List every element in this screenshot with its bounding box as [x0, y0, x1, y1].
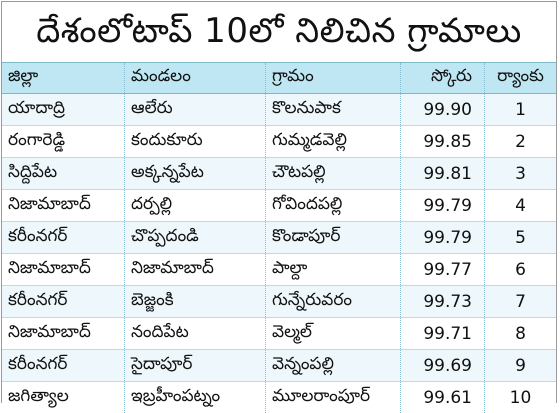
table-row: కరీంనగర్ సైదాపూర్ వెన్నంపల్లి 99.69 9: [2, 350, 556, 382]
rank-cell: 4: [515, 195, 526, 216]
page-title: దేశంలోటాప్ 10లో నిలిచిన గ్రామాలు: [2, 2, 556, 62]
score-cell: 99.61: [401, 382, 485, 413]
district-cell: రంగారెడ్డి: [2, 126, 125, 157]
rank-cell: 5: [515, 227, 526, 248]
mandal-cell: అక్కన్నపేట: [125, 158, 266, 189]
village-cell: పాల్దా: [266, 254, 401, 285]
mandal-cell: బెజ్జంకి: [125, 286, 266, 317]
village-cell: వెల్మల్: [266, 318, 401, 349]
district-cell: కరీంనగర్: [2, 350, 125, 381]
district-cell: యాదాద్రి: [2, 94, 125, 125]
mandal-cell: కందుకూరు: [125, 126, 266, 157]
table-row: రంగారెడ్డి కందుకూరు గుమ్మడవెల్లి 99.85 2: [2, 126, 556, 158]
rank-cell: 9: [515, 355, 526, 376]
mandal-cell: నిజామాబాద్: [125, 254, 266, 285]
table-row: యాదాద్రి ఆలేరు కొలనుపాక 99.90 1: [2, 94, 556, 126]
mandal-cell: చొప్పదండి: [125, 222, 266, 253]
village-cell: మూలరాంపూర్: [266, 382, 401, 413]
mandal-cell: ఇబ్రహీంపట్నం: [125, 382, 266, 413]
score-cell: 99.79: [401, 190, 485, 221]
district-cell: కరీంనగర్: [2, 286, 125, 317]
table-row: జగిత్యాల ఇబ్రహీంపట్నం మూలరాంపూర్ 99.61 1…: [2, 382, 556, 413]
village-cell: గుమ్మడవెల్లి: [266, 126, 401, 157]
rank-cell: 10: [509, 387, 532, 408]
score-cell: 99.73: [401, 286, 485, 317]
village-cell: కొండాపూర్: [266, 222, 401, 253]
table-row: నిజామాబాద్ దర్పల్లి గోవిందపల్లి 99.79 4: [2, 190, 556, 222]
score-cell: 99.81: [401, 158, 485, 189]
table-row: సిద్దిపేట అక్కన్నపేట చౌటపల్లి 99.81 3: [2, 158, 556, 190]
district-cell: సిద్దిపేట: [2, 158, 125, 189]
district-cell: నిజామాబాద్: [2, 254, 125, 285]
mandal-cell: ఆలేరు: [125, 94, 266, 125]
village-cell: కొలనుపాక: [266, 94, 401, 125]
table-row: కరీంనగర్ బెజ్జంకి గున్నేరువరం 99.73 7: [2, 286, 556, 318]
table-header-row: జిల్లా మండలం గ్రామం స్కోరు ర్యాంకు: [2, 62, 556, 94]
district-cell: జగిత్యాల: [2, 382, 125, 413]
rank-cell: 1: [515, 99, 526, 120]
rank-cell: 2: [515, 131, 526, 152]
rank-cell: 6: [515, 259, 526, 280]
table-row: కరీంనగర్ చొప్పదండి కొండాపూర్ 99.79 5: [2, 222, 556, 254]
village-cell: గున్నేరువరం: [266, 286, 401, 317]
district-cell: కరీంనగర్: [2, 222, 125, 253]
score-cell: 99.85: [401, 126, 485, 157]
score-cell: 99.77: [401, 254, 485, 285]
score-cell: 99.90: [401, 94, 485, 125]
score-cell: 99.79: [401, 222, 485, 253]
rankings-table: జిల్లా మండలం గ్రామం స్కోరు ర్యాంకు యాదాద…: [2, 62, 556, 413]
score-cell: 99.69: [401, 350, 485, 381]
rank-cell: 3: [515, 163, 526, 184]
district-cell: నిజామాబాద్: [2, 318, 125, 349]
score-cell: 99.71: [401, 318, 485, 349]
village-cell: వెన్నంపల్లి: [266, 350, 401, 381]
mandal-cell: దర్పల్లి: [125, 190, 266, 221]
rank-cell: 7: [515, 291, 526, 312]
header-district: జిల్లా: [2, 63, 125, 93]
village-cell: చౌటపల్లి: [266, 158, 401, 189]
header-mandal: మండలం: [125, 63, 266, 93]
table-row: నిజామాబాద్ నిజామాబాద్ పాల్దా 99.77 6: [2, 254, 556, 286]
header-score: స్కోరు: [401, 63, 485, 93]
mandal-cell: సైదాపూర్: [125, 350, 266, 381]
village-cell: గోవిందపల్లి: [266, 190, 401, 221]
district-cell: నిజామాబాద్: [2, 190, 125, 221]
header-village: గ్రామం: [266, 63, 401, 93]
rank-cell: 8: [515, 323, 526, 344]
header-rank: ర్యాంకు: [497, 66, 544, 86]
table-row: నిజామాబాద్ నందిపేట వెల్మల్ 99.71 8: [2, 318, 556, 350]
mandal-cell: నందిపేట: [125, 318, 266, 349]
